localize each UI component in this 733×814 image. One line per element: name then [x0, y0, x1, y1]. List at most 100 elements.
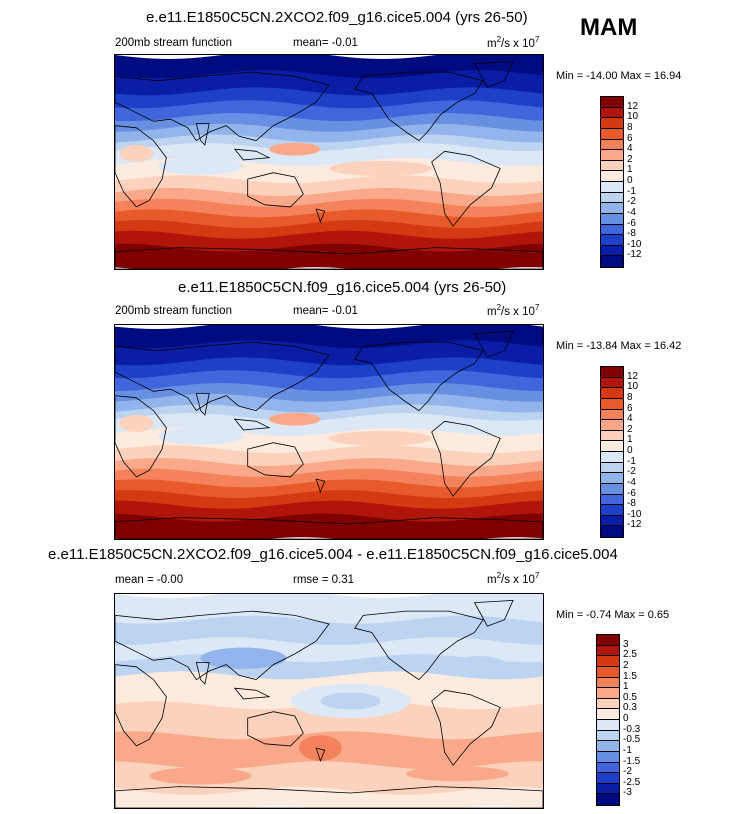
contour-band	[115, 458, 543, 479]
colorbar-tick-label: 0	[627, 445, 633, 456]
colorbar-tick-label: 3	[623, 638, 629, 650]
contour-band	[115, 637, 543, 665]
panel3-colorbar	[596, 634, 620, 806]
panel2-colorbar	[600, 366, 624, 538]
colorbar-tick-label: -12	[627, 519, 642, 531]
colorbar-swatch	[601, 409, 623, 421]
colorbar-swatch	[597, 656, 619, 667]
contour-band	[115, 404, 543, 424]
colorbar-tick-label: -0.5	[623, 734, 641, 746]
contour-blob	[269, 142, 321, 156]
colorbar-tick-label: -8	[627, 228, 636, 240]
colorbar-tick-label: -4	[627, 476, 636, 488]
colorbar-tick-label: 0	[623, 713, 629, 724]
colorbar-tick-label: -1.5	[623, 755, 641, 767]
coastline	[473, 599, 514, 627]
colorbar-tick-label: 1	[627, 434, 633, 446]
colorbar-swatch	[601, 388, 623, 399]
panel1-colorbar	[600, 96, 624, 268]
colorbar-tick-label: 2	[627, 423, 633, 435]
colorbar-tick-label: 8	[627, 121, 633, 133]
panel2-mean-label: mean= -0.01	[293, 305, 358, 317]
colorbar-tick-label: 4	[627, 413, 633, 425]
contour-band	[115, 70, 543, 98]
colorbar-tick-label: 1	[627, 164, 633, 176]
colorbar-swatch	[597, 645, 619, 657]
colorbar-swatch	[597, 720, 619, 731]
colorbar-tick-label: -10	[627, 508, 642, 520]
colorbar-tick-label: 12	[627, 370, 639, 382]
panel2-units-label: m2/s x 107	[487, 303, 540, 318]
coastline	[115, 71, 330, 142]
colorbar-tick-label: -1	[627, 455, 636, 467]
colorbar-tick-label: 12	[627, 100, 639, 112]
contour-band	[115, 468, 543, 490]
coastline	[354, 341, 484, 412]
coastline	[315, 747, 326, 763]
colorbar-tick-label: 2.5	[623, 649, 637, 661]
colorbar-swatch	[601, 483, 623, 495]
colorbar-tick-label: 0	[627, 175, 633, 186]
panel3-rmse-label: rmse = 0.31	[293, 574, 355, 586]
colorbar-swatch	[601, 150, 623, 161]
colorbar-tick-label: -2	[627, 466, 636, 478]
colorbar-swatch	[601, 118, 623, 129]
colorbar-swatch	[601, 213, 623, 225]
coastline	[247, 172, 304, 208]
panel1-units-label: m2/s x 107	[487, 35, 540, 50]
colorbar-swatch	[601, 398, 623, 410]
colorbar-swatch	[597, 698, 619, 710]
contour-blob	[329, 160, 432, 176]
colorbar-tick-label: -8	[627, 498, 636, 510]
coastline	[115, 395, 167, 478]
contour-blob	[299, 735, 342, 761]
panel2-map-plot	[115, 325, 543, 539]
panel1-variable-label: 200mb stream function	[115, 37, 232, 49]
panel1-mean-label: mean= -0.01	[293, 37, 358, 49]
colorbar-tick-label: 2	[623, 659, 629, 671]
colorbar-swatch	[601, 128, 623, 140]
colorbar-tick-label: -12	[627, 249, 642, 261]
colorbar-swatch	[597, 666, 619, 678]
contour-band	[115, 209, 543, 231]
coastline	[315, 208, 326, 224]
colorbar-swatch	[601, 160, 623, 172]
panel3-units-label: m2/s x 107	[487, 571, 540, 586]
contour-band	[115, 340, 543, 368]
colorbar-swatch	[601, 107, 623, 119]
colorbar-swatch	[601, 256, 623, 267]
colorbar-swatch	[601, 139, 623, 151]
colorbar-swatch	[601, 526, 623, 537]
colorbar-swatch	[597, 741, 619, 752]
colorbar-swatch	[601, 430, 623, 442]
colorbar-swatch	[601, 203, 623, 214]
panel1-map	[114, 54, 544, 270]
contour-band	[115, 325, 543, 351]
colorbar-swatch	[601, 97, 623, 108]
coastline	[115, 341, 330, 412]
coastline	[195, 662, 210, 685]
colorbar-tick-label: 8	[627, 391, 633, 403]
contour-band	[115, 383, 543, 404]
colorbar-swatch	[601, 420, 623, 431]
colorbar-tick-label: -6	[627, 487, 636, 499]
panel1-title: e.e11.E1850C5CN.2XCO2.f09_g16.cice5.004 …	[146, 9, 528, 26]
contour-band	[115, 479, 543, 501]
colorbar-swatch	[601, 505, 623, 516]
panel2-variable-label: 200mb stream function	[115, 305, 232, 317]
contour-band	[115, 123, 543, 145]
contour-band	[115, 357, 543, 381]
colorbar-tick-label: 10	[627, 381, 639, 393]
contour-band	[115, 370, 543, 394]
coastline	[473, 60, 514, 88]
colorbar-swatch	[601, 192, 623, 204]
coastline	[115, 786, 543, 808]
colorbar-swatch	[597, 730, 619, 742]
coastline	[115, 247, 543, 269]
colorbar-swatch	[601, 171, 623, 182]
contour-band	[115, 87, 543, 111]
colorbar-tick-label: -6	[627, 217, 636, 229]
colorbar-swatch	[601, 235, 623, 246]
colorbar-swatch	[597, 635, 619, 646]
colorbar-tick-label: -0.3	[623, 723, 641, 735]
